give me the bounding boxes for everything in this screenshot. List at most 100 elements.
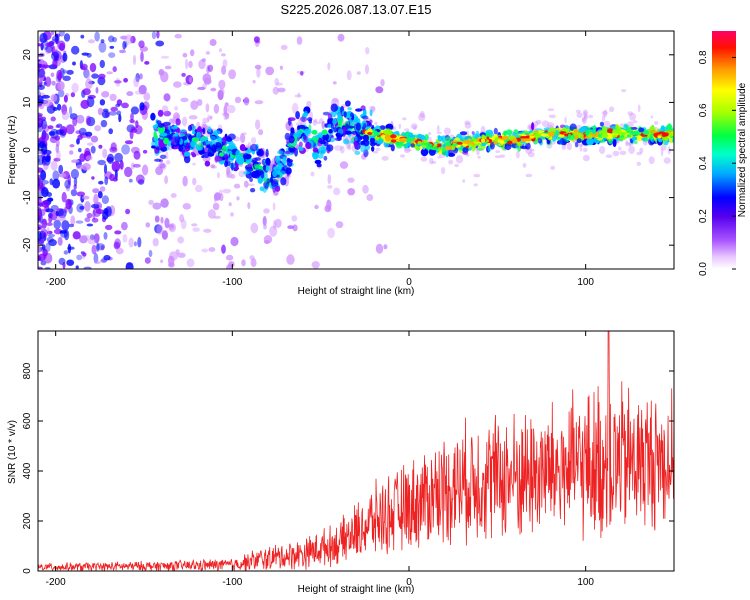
- spectrogram-blob: [575, 109, 581, 114]
- spectrogram-blob: [102, 148, 108, 159]
- spectrogram-blob: [353, 141, 359, 147]
- spectrogram-blob: [80, 99, 90, 109]
- spectrogram-blob: [86, 212, 93, 219]
- spectrogram-blob: [209, 115, 213, 120]
- spectrogram-blob: [52, 178, 61, 189]
- spectrogram-blob: [262, 216, 267, 226]
- spectrogram-blob: [139, 73, 143, 80]
- spectrogram-blob: [366, 194, 374, 201]
- spectrogram-blob: [38, 43, 44, 47]
- spectrogram-blob: [124, 140, 134, 145]
- spectrogram-blob: [56, 150, 61, 161]
- spectrogram-blob: [55, 125, 61, 128]
- spectrogram-blob: [657, 135, 662, 139]
- spectrogram-blob: [166, 132, 171, 139]
- spectrogram-x-tick-label: -200: [46, 277, 66, 288]
- spectrogram-blob: [106, 71, 113, 75]
- spectrogram-blob: [230, 144, 236, 150]
- spectrogram-blob: [98, 41, 107, 53]
- spectrogram-blob: [214, 155, 219, 163]
- spectrogram-blob: [243, 96, 250, 106]
- spectrogram-blob: [76, 254, 83, 261]
- spectrogram-blob: [92, 188, 100, 194]
- spectrogram-blob: [98, 180, 104, 185]
- spectrogram-blob: [504, 142, 512, 151]
- spectrogram-blob: [86, 135, 92, 139]
- spectrogram-blob: [54, 135, 61, 141]
- spectrogram-blob: [272, 86, 279, 95]
- spectrogram-blob: [155, 166, 164, 176]
- spectrogram-blob: [131, 128, 138, 134]
- spectrogram-blob: [57, 103, 62, 111]
- spectrogram-blob: [355, 108, 363, 112]
- spectrogram-blob: [160, 216, 164, 224]
- spectrogram-blob: [150, 112, 156, 121]
- spectrogram-blob: [277, 87, 286, 93]
- spectrogram-blob: [395, 141, 403, 149]
- spectrogram-blob: [58, 31, 65, 37]
- spectrogram-blob: [42, 218, 47, 225]
- spectrogram-blob: [38, 225, 43, 231]
- spectrogram-blob: [156, 224, 164, 235]
- spectrogram-blob: [625, 140, 628, 145]
- spectrogram-blob: [53, 219, 61, 230]
- spectrogram-blob: [133, 241, 137, 247]
- spectrogram-blob: [70, 215, 76, 226]
- spectrogram-blob: [327, 113, 332, 119]
- spectrogram-blob: [582, 147, 588, 153]
- spectrogram-blob: [110, 106, 118, 112]
- spectrogram-blob: [225, 112, 230, 120]
- spectrogram-blob: [634, 140, 638, 145]
- spectrogram-blob: [58, 89, 65, 98]
- spectrogram-blob: [144, 257, 151, 264]
- spectrogram-blob: [334, 145, 343, 151]
- spectrogram-blob: [84, 217, 91, 223]
- spectrogram-blob: [192, 162, 196, 166]
- spectrogram-blob: [291, 215, 298, 222]
- spectrogram-blob: [629, 112, 636, 121]
- spectrogram-blob: [67, 175, 72, 186]
- spectrogram-blob: [362, 184, 369, 194]
- spectrogram-blob: [214, 142, 222, 147]
- spectrogram-blob: [128, 237, 134, 248]
- spectrogram-blob: [190, 49, 195, 57]
- spectrogram-blob: [66, 259, 75, 266]
- spectrogram-blob: [38, 208, 42, 220]
- spectrogram-blob: [599, 130, 604, 134]
- spectrogram-blob: [473, 183, 478, 187]
- spectrogram-blob: [420, 156, 428, 162]
- spectrogram-blob: [182, 52, 188, 58]
- spectrogram-blob: [179, 214, 185, 223]
- spectrogram-blob: [210, 164, 216, 169]
- spectrogram-blob: [534, 133, 542, 138]
- spectrogram-blob: [202, 83, 208, 89]
- snr-y-label: SNR (10 * v/v): [7, 420, 18, 484]
- spectrogram-y-tick-label: 0: [22, 147, 33, 153]
- spectrogram-blob: [79, 153, 86, 163]
- spectrogram-blob: [197, 86, 206, 91]
- spectrogram-blob: [208, 247, 216, 252]
- spectrogram-blob: [65, 184, 71, 192]
- spectrogram-blob: [65, 124, 75, 135]
- spectrogram-blob: [130, 162, 135, 170]
- spectrogram-blob: [249, 255, 255, 260]
- spectrogram-blob: [168, 118, 176, 123]
- spectrogram-blob: [354, 136, 358, 142]
- spectrogram-blob: [69, 150, 74, 155]
- spectrogram-blob: [103, 208, 109, 215]
- spectrogram-blob: [171, 120, 175, 127]
- spectrogram-blob: [612, 150, 620, 157]
- spectrogram-blob: [444, 146, 453, 151]
- spectrogram-blob: [235, 149, 241, 158]
- spectrogram-blob: [78, 127, 87, 136]
- spectrogram-blob: [114, 169, 118, 180]
- spectrogram-blob: [41, 94, 50, 99]
- spectrogram-blob: [533, 121, 539, 127]
- spectrogram-blob: [129, 119, 135, 123]
- spectrogram-blob: [101, 91, 110, 98]
- spectrogram-blob: [280, 44, 288, 51]
- spectrogram-blob: [85, 155, 93, 161]
- spectrogram-blob: [344, 130, 352, 135]
- spectrogram-y-label: Frequency (Hz): [7, 116, 18, 185]
- spectrogram-blob: [559, 137, 567, 146]
